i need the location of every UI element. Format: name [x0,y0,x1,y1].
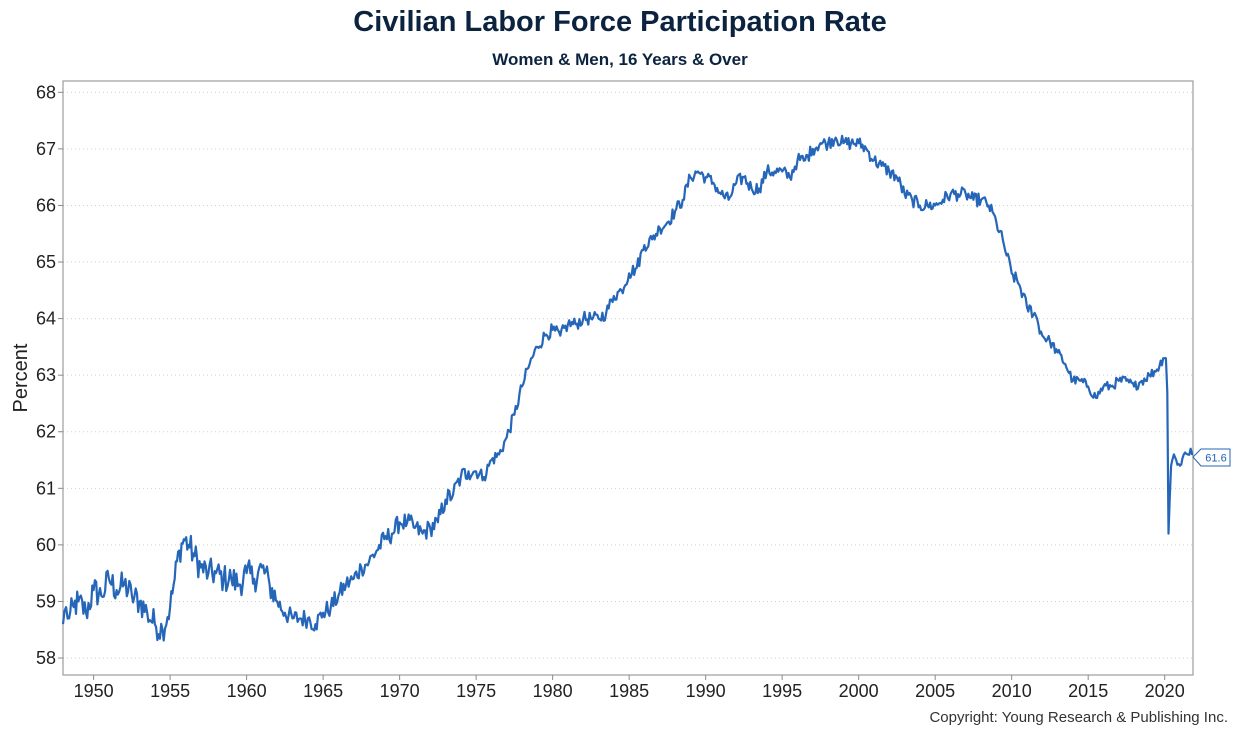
y-axis-title: Percent [10,343,32,412]
y-tick-label: 63 [36,365,56,385]
x-tick-label: 2005 [915,681,955,701]
x-tick-label: 1985 [609,681,649,701]
series-line [61,134,1194,642]
x-tick-label: 2010 [992,681,1032,701]
x-tick-label: 2000 [839,681,879,701]
chart-title: Civilian Labor Force Participation Rate [353,6,887,38]
y-axis-ticks: 58 59 60 61 62 63 64 65 66 67 68 [36,82,63,668]
x-axis-ticks: 1950 1955 1960 1965 1970 1975 1980 1985 1990 1995… [74,675,1185,701]
y-tick-label: 61 [36,478,56,498]
x-tick-label: 2020 [1145,681,1185,701]
y-tick-label: 65 [36,252,56,272]
x-tick-label: 1975 [456,681,496,701]
y-tick-label: 67 [36,139,56,159]
x-tick-label: 1980 [533,681,573,701]
plot-area-border [62,80,1194,676]
y-tick-label: 68 [36,82,56,102]
x-tick-label: 1990 [686,681,726,701]
x-tick-label: 1965 [303,681,343,701]
x-tick-label: 1955 [150,681,190,701]
chart-subtitle: Women & Men, 16 Years & Over [492,50,748,69]
x-tick-label: 1950 [74,681,114,701]
last-value-label: 61.6 [1192,448,1231,467]
x-tick-label: 1970 [380,681,420,701]
x-tick-label: 1960 [227,681,267,701]
x-tick-label: 1995 [762,681,802,701]
copyright-notice: Copyright: Young Research & Publishing I… [929,709,1228,726]
y-tick-label: 59 [36,591,56,611]
y-tick-label: 60 [36,535,56,555]
grid-lines [63,91,1193,659]
y-tick-label: 66 [36,195,56,215]
last-value-label-text: 61.6 [1205,453,1226,465]
y-tick-label: 62 [36,422,56,442]
last-value-label-box [1192,448,1231,467]
y-tick-label: 64 [36,309,56,329]
y-tick-label: 58 [36,648,56,668]
x-tick-label: 2015 [1068,681,1108,701]
